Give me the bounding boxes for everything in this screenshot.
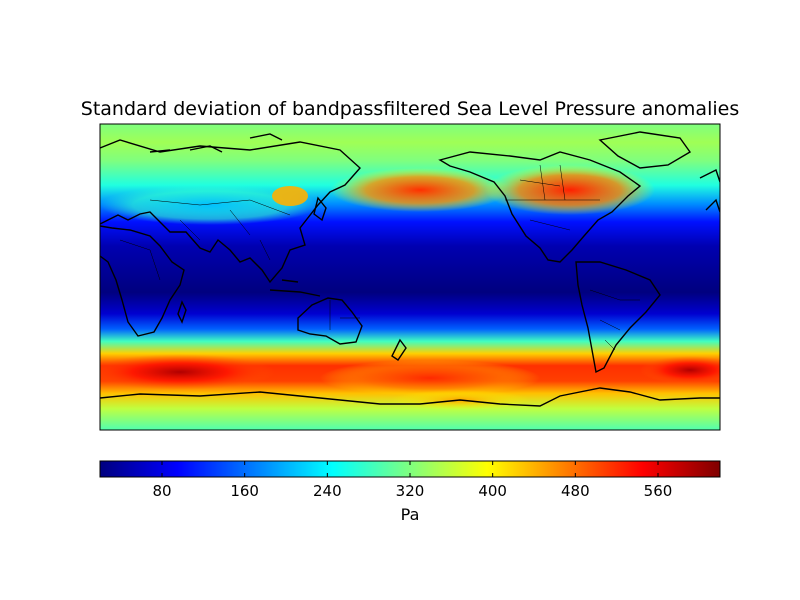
colorbar-tick-label: 160	[230, 482, 259, 500]
europe-west-coast	[699, 169, 720, 213]
new-zealand-coast	[391, 338, 407, 361]
colorbar-tick-label: 80	[152, 482, 172, 500]
greenland-coast	[598, 131, 692, 169]
madagascar-coast	[177, 300, 187, 324]
japan-coast	[313, 196, 327, 222]
colorbar-label: Pa	[400, 505, 420, 524]
indonesia-coast	[269, 279, 321, 297]
coastlines	[100, 131, 720, 407]
antarctica-coast	[100, 387, 720, 407]
country-borders	[119, 164, 640, 351]
colorbar-tick-label: 480	[561, 482, 590, 500]
sea-level-pressure-field	[100, 124, 720, 430]
north-atlantic-maximum	[485, 165, 655, 215]
colorbar-tick-label: 400	[478, 482, 507, 500]
arctic-islands	[149, 133, 283, 153]
colorbar-tick-label: 240	[313, 482, 342, 500]
map-frame	[99, 123, 721, 431]
colorbar-tick-label: 560	[643, 482, 673, 500]
eurasia-low-variance	[100, 185, 320, 225]
colorbar-tick-label: 320	[395, 482, 425, 500]
map-title: Standard deviation of bandpassfiltered S…	[80, 98, 740, 120]
north-pacific-maximum	[330, 168, 510, 212]
north-america-coast	[438, 151, 642, 263]
borders-eurasia	[119, 199, 291, 281]
borders-north-america	[505, 164, 600, 231]
south-america-coast	[575, 261, 661, 374]
borders-australia	[329, 300, 360, 330]
eurasia-coast	[100, 139, 361, 284]
borders-south-america	[589, 289, 640, 351]
south-indian-ocean-maximum	[100, 354, 275, 390]
colorbar-ticks	[161, 461, 659, 477]
siberia-spot	[272, 186, 308, 206]
south-atlantic-maximum	[640, 356, 720, 384]
australia-coast	[297, 297, 363, 345]
africa-coast	[100, 225, 185, 337]
south-pacific-band	[320, 360, 540, 396]
